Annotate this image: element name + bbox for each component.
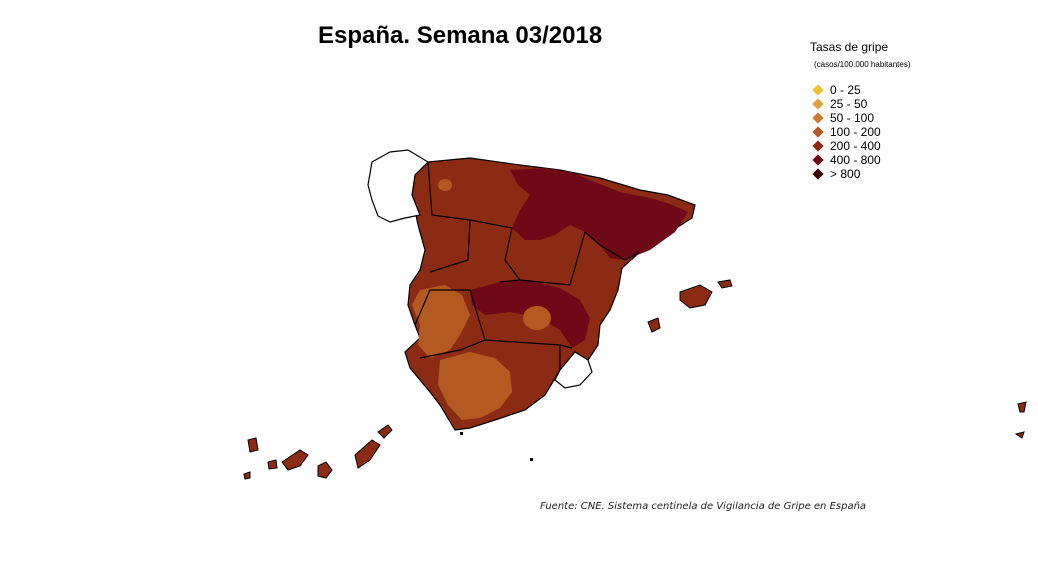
map-title: España. Semana 03/2018 — [318, 22, 603, 49]
island-la-gomera — [267, 459, 278, 470]
legend-label: 200 - 400 — [830, 139, 881, 153]
island-east-2 — [1014, 431, 1025, 439]
legend-label: 50 - 100 — [830, 111, 875, 125]
region-north-dark — [510, 168, 688, 260]
marker-ceuta — [460, 432, 463, 435]
internal-borders — [414, 161, 641, 370]
island-ibiza — [647, 317, 661, 333]
legend-item: 100 - 200 — [812, 125, 911, 139]
legend: Tasas de gripe (casos/100.000 habitantes… — [810, 40, 911, 181]
legend-label: > 800 — [830, 167, 861, 181]
region-extremadura — [412, 285, 470, 358]
legend-subtitle: (casos/100.000 habitantes) — [814, 60, 911, 69]
legend-label: 0 - 25 — [830, 83, 861, 97]
island-east-1 — [1017, 401, 1027, 413]
island-el-hierro — [243, 471, 251, 480]
island-menorca — [717, 279, 733, 289]
region-galicia — [367, 149, 429, 223]
legend-title: Tasas de gripe — [810, 40, 889, 54]
island-la-palma — [247, 437, 259, 453]
legend-label: 25 - 50 — [830, 97, 868, 111]
legend-label: 400 - 800 — [830, 153, 881, 167]
legend-item: 0 - 25 — [812, 83, 911, 97]
island-tenerife — [281, 449, 309, 471]
island-fuerteventura — [354, 439, 381, 469]
legend-label: 100 - 200 — [830, 125, 881, 139]
legend-item: 25 - 50 — [812, 97, 911, 111]
region-andalucia-west — [438, 352, 512, 420]
legend-item: 400 - 800 — [812, 153, 911, 167]
legend-item: 200 - 400 — [812, 139, 911, 153]
region-murcia — [554, 351, 593, 389]
legend-items: 0 - 25 25 - 50 50 - 100 100 - 200 200 - 400 4… — [810, 83, 911, 181]
island-gran-canaria — [317, 461, 333, 479]
region-central-spot — [523, 306, 551, 330]
island-mallorca — [679, 284, 713, 309]
legend-item: > 800 — [812, 167, 911, 181]
island-lanzarote — [377, 424, 393, 439]
source-note: Fuente: CNE. Sistema centinela de Vigila… — [540, 501, 867, 512]
region-north-spot — [438, 179, 452, 191]
marker-melilla — [530, 458, 533, 461]
legend-item: 50 - 100 — [812, 111, 911, 125]
